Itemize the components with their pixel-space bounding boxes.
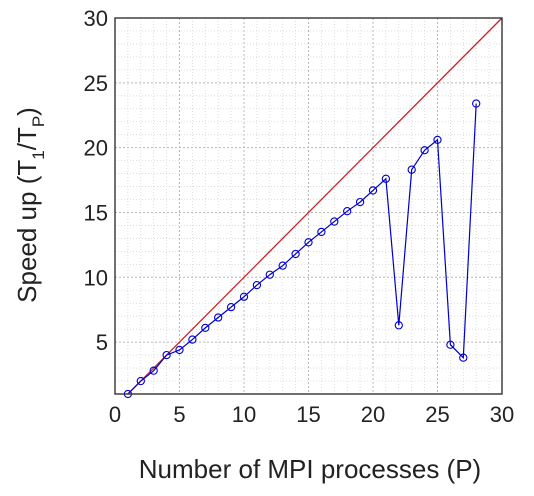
- y-axis-title-prefix: Speed up (T: [12, 160, 42, 303]
- y-tick-label: 10: [84, 265, 108, 290]
- measured-speedup-point: [214, 313, 223, 322]
- y-axis-title-sub2: P: [29, 116, 48, 127]
- measured-speedup-point: [162, 350, 171, 360]
- y-axis-title-sub1: 1: [29, 150, 48, 159]
- measured-speedup-point: [330, 217, 339, 226]
- measured-speedup-point: [149, 366, 158, 375]
- y-tick-label: 20: [84, 136, 108, 161]
- measured-speedup-point: [252, 280, 262, 290]
- grid: [114, 17, 503, 395]
- plot-frame: [114, 17, 503, 395]
- x-axis-title: Number of MPI processes (P): [139, 454, 481, 484]
- measured-speedup-point: [278, 261, 287, 270]
- y-tick-label: 15: [84, 200, 108, 225]
- measured-speedup-point: [317, 227, 326, 237]
- y-tick-label: 5: [96, 330, 108, 355]
- measured-speedup-point: [394, 321, 403, 330]
- measured-speedup-point: [239, 292, 249, 301]
- measured-speedup-point: [265, 270, 274, 279]
- measured-speedup-point: [368, 186, 378, 195]
- measured-speedup-line: [127, 103, 477, 395]
- measured-speedup-point: [420, 146, 429, 155]
- measured-speedup-point: [355, 197, 365, 207]
- measured-speedup-point: [291, 249, 300, 259]
- measured-speedup-point: [472, 99, 481, 108]
- measured-speedup-point: [433, 135, 442, 145]
- y-axis-title-suffix: ): [12, 107, 42, 116]
- x-tick-label: 20: [361, 402, 385, 427]
- x-tick-label: 5: [173, 402, 185, 427]
- x-tick-label: 15: [296, 402, 320, 427]
- x-tick-label: 25: [425, 402, 449, 427]
- measured-speedup-point: [343, 207, 352, 216]
- ideal-speedup-line: [127, 17, 503, 395]
- measured-speedup-point: [201, 323, 210, 333]
- measured-speedup-point: [136, 376, 145, 386]
- y-axis-title-mid: /T: [12, 127, 42, 150]
- y-axis-title: Speed up (T1/TP): [12, 107, 48, 303]
- measured-speedup-point: [304, 238, 313, 247]
- measured-speedup-point: [188, 335, 197, 344]
- measured-speedup-point: [226, 302, 236, 312]
- measured-speedup-point: [407, 165, 416, 174]
- measured-speedup-point: [459, 353, 468, 362]
- x-tick-label: 30: [490, 402, 514, 427]
- measured-speedup-point: [175, 345, 184, 355]
- x-tick-label: 0: [109, 402, 121, 427]
- series-layer: [123, 17, 503, 399]
- x-tick-label: 10: [232, 402, 256, 427]
- measured-speedup-point: [381, 174, 391, 183]
- y-tick-label: 30: [84, 6, 108, 31]
- measured-speedup-point: [446, 340, 455, 349]
- y-tick-label: 25: [84, 71, 108, 96]
- tick-labels: 0 5 10 15 20 25 30 5 10 15 20 25 30: [84, 6, 515, 427]
